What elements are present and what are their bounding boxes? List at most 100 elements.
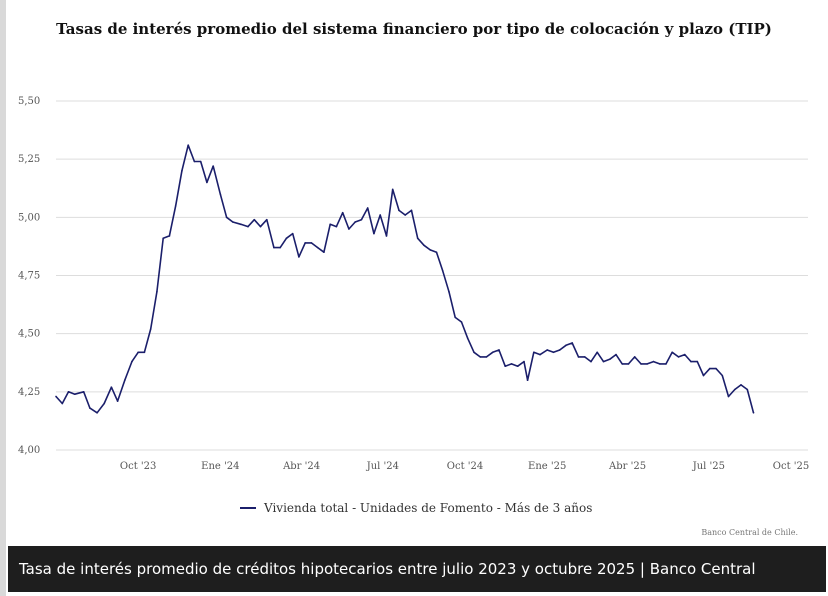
data-point [571, 342, 574, 344]
data-point [291, 232, 294, 235]
data-point [123, 379, 126, 382]
data-point [156, 290, 158, 293]
series-line [55, 144, 755, 414]
data-point [149, 328, 152, 330]
data-point [232, 221, 234, 223]
data-point [73, 393, 76, 395]
data-point [633, 356, 636, 358]
data-point [373, 232, 375, 235]
data-point [385, 235, 388, 237]
data-point [89, 407, 91, 409]
data-point [715, 367, 717, 370]
data-point [279, 246, 281, 249]
data-point [510, 363, 513, 365]
x-tick-label: Ene '25 [528, 461, 566, 472]
data-point [533, 351, 535, 354]
data-point [143, 351, 146, 354]
data-point [479, 356, 482, 358]
data-point [410, 209, 413, 212]
data-point [552, 351, 555, 354]
y-tick-label: 5,50 [18, 96, 40, 107]
data-point [546, 349, 549, 351]
data-point [473, 351, 475, 354]
data-point [348, 228, 350, 230]
data-point [696, 360, 699, 363]
data-point [174, 204, 177, 207]
data-point [608, 358, 611, 361]
data-point [690, 360, 692, 363]
x-tick-label: Ene '24 [201, 461, 239, 472]
data-point [740, 384, 742, 386]
data-point [199, 160, 202, 163]
y-tick-label: 4,00 [18, 445, 40, 456]
data-point [391, 188, 394, 191]
data-point [212, 165, 214, 167]
data-point [448, 290, 450, 293]
data-point [671, 351, 674, 354]
data-point [341, 211, 344, 214]
data-point [491, 351, 494, 354]
legend-swatch [240, 507, 256, 509]
data-point [285, 237, 288, 240]
data-point [658, 363, 661, 365]
data-point [366, 207, 369, 209]
data-point [646, 363, 649, 365]
data-point [225, 216, 228, 219]
y-tick-label: 4,50 [18, 329, 40, 340]
data-point [55, 395, 57, 398]
x-tick-label: Oct '24 [447, 461, 483, 472]
data-point [752, 411, 755, 414]
data-point [702, 374, 705, 377]
data-point [485, 356, 488, 358]
data-point [596, 351, 599, 354]
data-point [181, 170, 183, 172]
data-point [67, 391, 70, 393]
data-point [304, 242, 306, 244]
data-point [466, 337, 469, 340]
data-point [615, 353, 617, 356]
data-point [162, 237, 164, 240]
y-tick-label: 4,25 [18, 387, 40, 398]
data-point [265, 218, 268, 221]
data-point [187, 144, 189, 147]
data-point [721, 374, 724, 377]
data-point [708, 367, 711, 370]
legend-label: Vivienda total - Unidades de Fomento - M… [264, 501, 593, 515]
chart-title: Tasas de interés promedio del sistema fi… [56, 20, 772, 38]
data-point [441, 270, 444, 272]
data-point [61, 402, 64, 405]
data-point [360, 218, 363, 221]
data-point [298, 256, 300, 258]
data-point [504, 365, 507, 368]
data-point [416, 237, 419, 240]
y-tick-label: 5,25 [18, 154, 40, 165]
data-point [329, 223, 331, 226]
data-point [435, 251, 438, 254]
data-point [219, 193, 222, 195]
data-point [621, 363, 624, 365]
data-point [398, 209, 400, 212]
x-tick-label: Abr '25 [608, 461, 646, 472]
data-point [323, 251, 325, 254]
data-point [665, 363, 667, 365]
data-point [96, 411, 98, 414]
data-point [259, 225, 262, 228]
data-point [558, 349, 561, 351]
legend[interactable]: Vivienda total - Unidades de Fomento - M… [240, 501, 592, 515]
y-tick-label: 4,75 [18, 271, 40, 282]
data-point [354, 221, 356, 223]
data-point [273, 246, 275, 249]
data-point [590, 360, 592, 363]
data-point [727, 395, 730, 398]
data-point [116, 400, 119, 402]
data-point [404, 214, 407, 216]
data-point [316, 246, 319, 249]
data-point [733, 388, 736, 391]
data-point [247, 225, 249, 228]
image-caption: Tasa de interés promedio de créditos hip… [8, 546, 826, 592]
x-axis-ticks: Oct '23 Ene '24 Abr '24 Jul '24 Oct '24 Ene '… [120, 461, 809, 472]
data-point [253, 218, 256, 221]
data-point [103, 402, 106, 405]
y-tick-label: 5,00 [18, 212, 40, 223]
